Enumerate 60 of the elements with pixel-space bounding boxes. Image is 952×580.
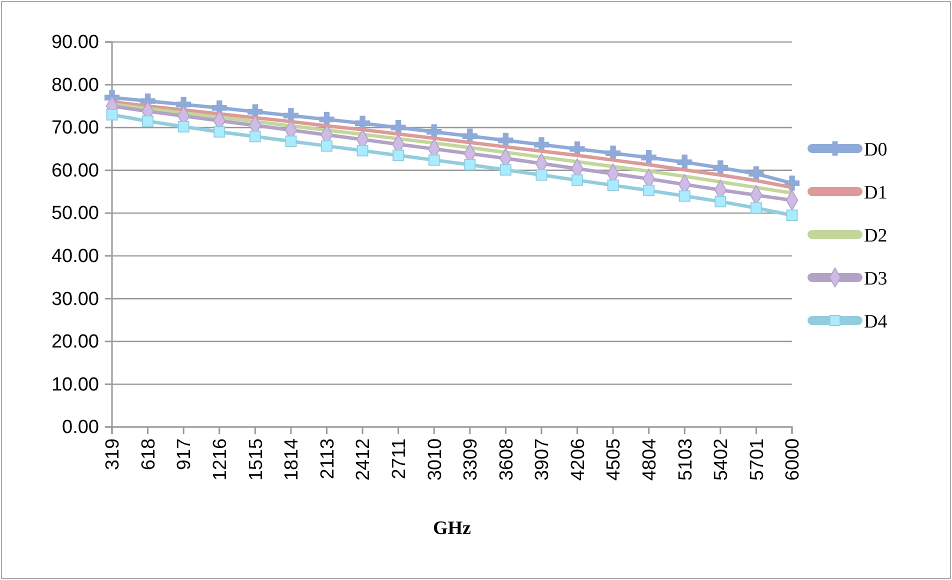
x-tick-label: 5103 <box>675 438 696 481</box>
y-tick-label: 10.00 <box>51 374 99 396</box>
x-axis-title: GHz <box>433 518 472 539</box>
x-tick-label: 4505 <box>604 438 625 481</box>
x-tick-label: 4206 <box>568 438 589 481</box>
x-tick-label: 6000 <box>782 438 804 481</box>
point <box>249 130 261 142</box>
y-tick-label: 80.00 <box>51 74 99 96</box>
x-tick-label: 2711 <box>388 438 410 480</box>
y-tick-label: 30.00 <box>51 288 99 310</box>
point <box>677 154 692 170</box>
point <box>392 150 404 162</box>
point <box>606 146 621 161</box>
y-tick-label: 50.00 <box>51 203 99 224</box>
legend-label: D0 <box>864 140 888 160</box>
x-tick-label: 4804 <box>639 438 660 481</box>
point <box>142 115 154 127</box>
point <box>178 120 190 132</box>
y-tick-label: 20.00 <box>51 332 99 353</box>
point <box>712 160 728 176</box>
y-tick-label: 70.00 <box>51 118 99 139</box>
x-tick-label: 917 <box>174 438 196 470</box>
point <box>607 180 619 192</box>
x-tick-label: 3608 <box>496 438 518 481</box>
x-tick-label: 618 <box>138 438 160 470</box>
point <box>428 154 440 166</box>
point <box>464 159 476 171</box>
point <box>320 140 332 152</box>
x-tick-label: 3907 <box>532 438 554 481</box>
x-tick-label: 3010 <box>424 438 446 481</box>
point <box>500 164 512 176</box>
x-tick-label: 5402 <box>711 438 732 481</box>
point <box>214 126 226 138</box>
legend-label: D1 <box>864 182 888 204</box>
point <box>678 190 690 202</box>
point <box>786 210 798 221</box>
x-tick-label: 1814 <box>282 438 303 481</box>
point <box>106 108 118 120</box>
x-tick-label: 3309 <box>460 438 482 481</box>
legend-label: D2 <box>864 226 888 246</box>
y-tick-label: 0.00 <box>62 417 99 438</box>
legend-label: D3 <box>864 268 888 290</box>
y-tick-label: 60.00 <box>51 160 99 182</box>
point <box>714 196 726 208</box>
x-tick-label: 1216 <box>210 438 232 481</box>
x-tick-label: 1515 <box>246 438 267 481</box>
point <box>641 150 656 166</box>
point <box>285 136 297 147</box>
x-tick-label: 5701 <box>746 438 768 481</box>
point <box>750 202 762 214</box>
point <box>356 144 368 156</box>
x-tick-label: 2412 <box>353 438 374 481</box>
y-tick-label: 40.00 <box>51 246 99 267</box>
point <box>643 184 655 196</box>
x-tick-label: 319 <box>102 438 124 470</box>
point <box>536 169 548 181</box>
legend-label: D4 <box>864 312 888 332</box>
x-tick-label: 2113 <box>317 438 338 480</box>
y-tick-label: 90.00 <box>51 32 99 54</box>
point <box>572 174 584 186</box>
